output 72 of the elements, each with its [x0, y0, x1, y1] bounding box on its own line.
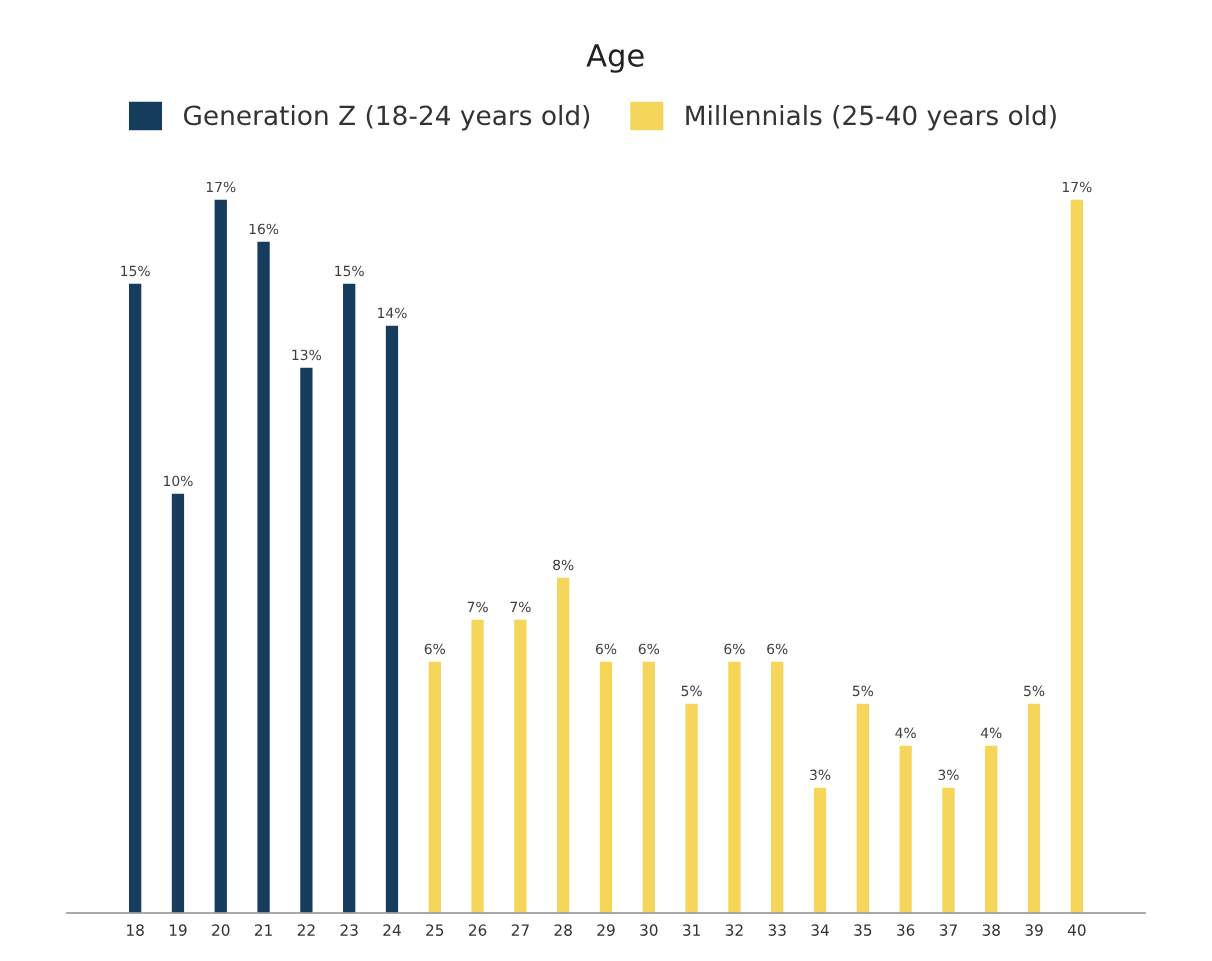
legend-label: Generation Z (18-24 years old)	[183, 104, 590, 131]
data-label: 10%	[164, 475, 193, 487]
bar	[684, 702, 700, 913]
data-label: 3%	[938, 769, 959, 781]
data-label: 5%	[852, 685, 874, 697]
bar	[641, 660, 657, 913]
data-label: 6%	[724, 643, 745, 655]
x-tick-label: 32	[725, 924, 743, 936]
bar	[726, 660, 742, 913]
data-label: 6%	[638, 643, 660, 655]
x-tick-label: 39	[1025, 924, 1043, 936]
bar	[341, 282, 357, 913]
bar	[812, 786, 828, 913]
bar	[1026, 702, 1042, 913]
x-tick-label: 31	[683, 924, 700, 936]
data-label: 7%	[467, 601, 488, 613]
data-label: 3%	[810, 769, 831, 781]
x-tick-label: 29	[597, 924, 615, 936]
bar	[384, 324, 400, 913]
bar	[898, 744, 914, 913]
x-tick-label: 30	[640, 924, 658, 936]
bar	[769, 660, 785, 913]
x-tick-label: 38	[982, 924, 1000, 936]
x-tick-label: 20	[212, 924, 230, 936]
x-tick-label: 36	[897, 924, 915, 936]
bar	[983, 744, 999, 913]
bar	[855, 702, 871, 913]
x-tick-label: 26	[468, 924, 487, 936]
bar	[555, 576, 571, 913]
data-label: 5%	[1024, 685, 1045, 697]
data-label: 6%	[595, 643, 617, 655]
data-label: 4%	[980, 727, 1002, 739]
bar	[1069, 198, 1085, 913]
data-label: 15%	[335, 265, 364, 277]
x-tick-label: 18	[127, 924, 144, 936]
data-label: 17%	[1062, 181, 1092, 193]
x-tick-label: 25	[426, 924, 444, 936]
x-tick-label: 19	[169, 924, 187, 936]
x-tick-label: 22	[297, 924, 315, 936]
bar	[170, 492, 186, 913]
data-label: 17%	[206, 181, 236, 193]
legend-label: Millennials (25-40 years old)	[686, 104, 1056, 131]
x-tick-label: 27	[511, 924, 529, 936]
data-label: 15%	[121, 265, 150, 277]
bar	[213, 198, 229, 913]
data-label: 13%	[292, 349, 322, 361]
x-tick-label: 33	[768, 924, 786, 936]
data-label: 8%	[553, 559, 574, 571]
bar	[256, 240, 272, 913]
bar	[127, 282, 143, 913]
bar	[512, 618, 528, 913]
bar	[427, 660, 443, 913]
bar	[298, 366, 314, 913]
x-tick-label: 28	[554, 924, 572, 936]
bar	[470, 618, 486, 913]
x-tick-label: 24	[383, 924, 401, 936]
x-tick-label: 35	[854, 924, 872, 936]
data-label: 4%	[895, 727, 916, 739]
chart-title: Age	[586, 44, 644, 73]
x-tick-label: 34	[811, 924, 829, 936]
bar	[940, 786, 956, 913]
x-tick-label: 40	[1067, 924, 1086, 936]
data-label: 7%	[510, 601, 531, 613]
bar	[598, 660, 614, 913]
data-label: 6%	[424, 643, 446, 655]
data-label: 14%	[378, 307, 407, 319]
data-label: 16%	[249, 223, 279, 235]
data-label: 5%	[681, 685, 702, 697]
data-label: 6%	[767, 643, 788, 655]
x-tick-label: 37	[939, 924, 957, 936]
x-tick-label: 21	[254, 924, 272, 936]
x-tick-label: 23	[340, 924, 358, 936]
